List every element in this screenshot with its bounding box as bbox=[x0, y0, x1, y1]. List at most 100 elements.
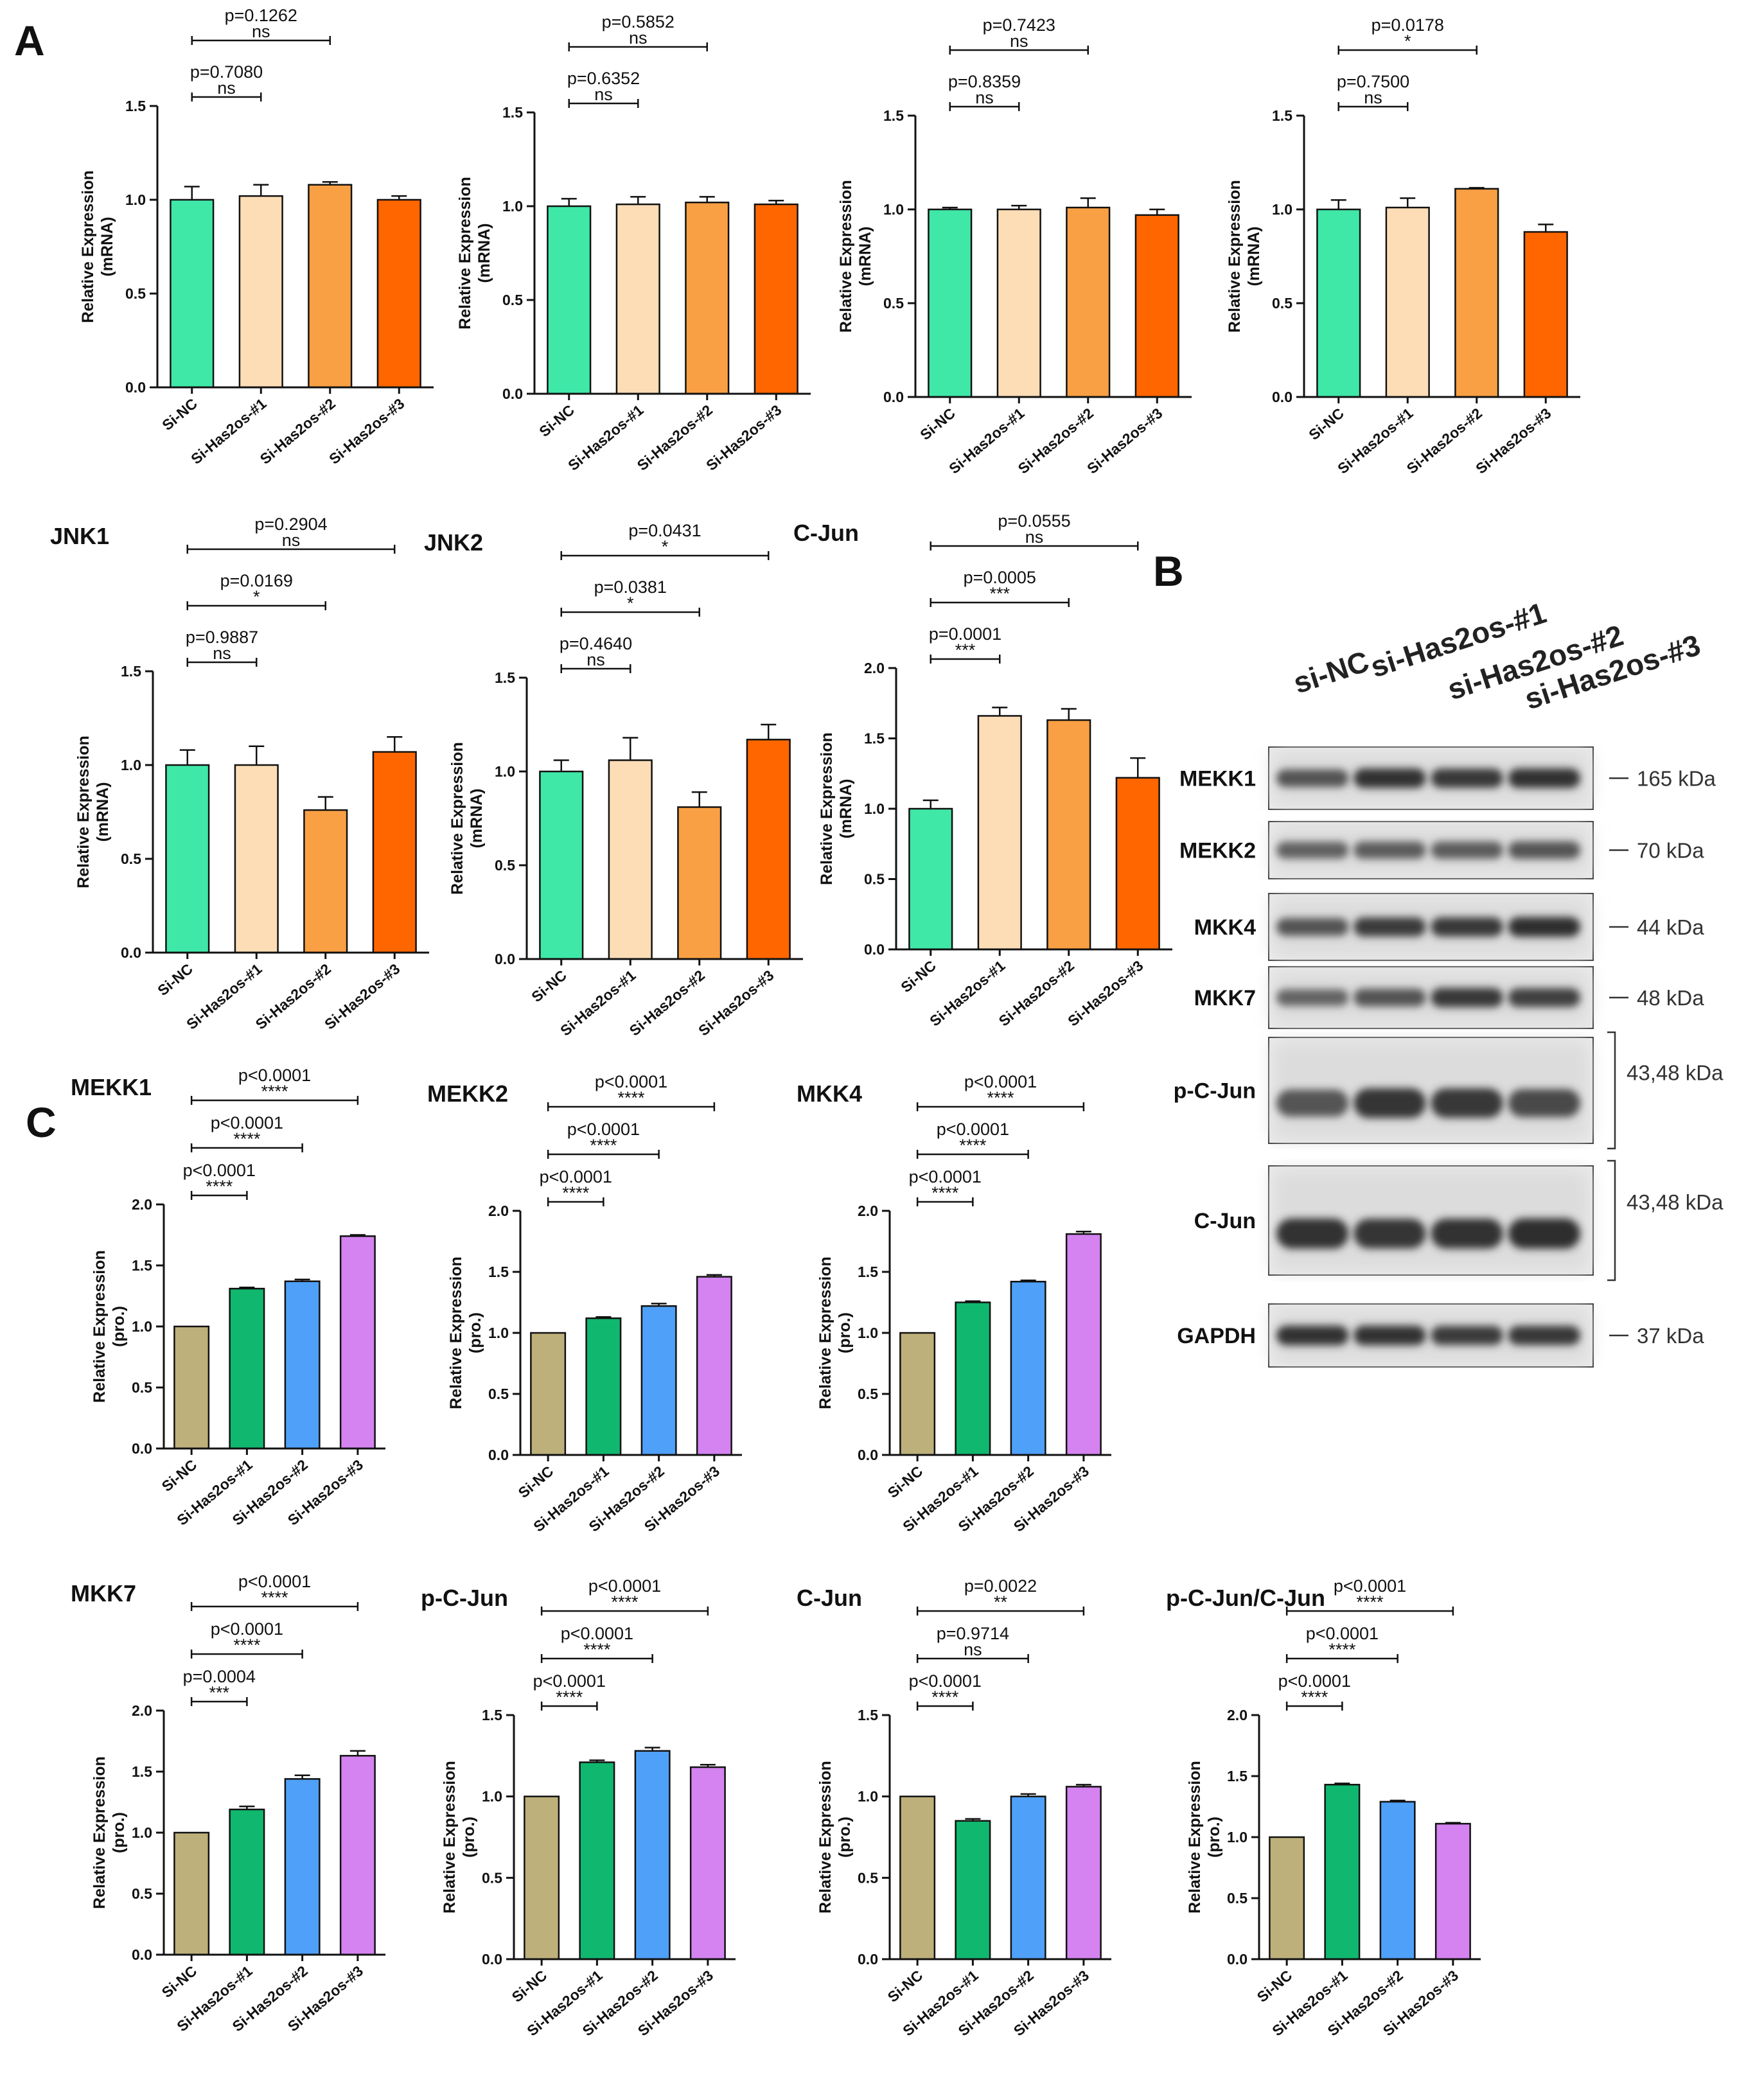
y-axis-label-line-1: Relative Expression bbox=[91, 1250, 109, 1403]
p-value: p<0.0001 bbox=[964, 1072, 1037, 1091]
chart-a-mekk1: 0.00.51.01.5Si-NCSi-Has2os-#1Si-Has2os-#… bbox=[79, 6, 434, 468]
y-tick-label: 1.5 bbox=[132, 1763, 152, 1780]
bar-4 bbox=[689, 1766, 726, 1960]
bar-4 bbox=[1065, 1786, 1102, 1960]
y-axis-label: Relative Expression(mRNA) bbox=[1226, 180, 1263, 333]
blot-band bbox=[1508, 1089, 1580, 1118]
bar-2 bbox=[996, 208, 1041, 398]
y-tick-label: 2.0 bbox=[132, 1702, 152, 1719]
x-tick-label: Si-Has2os-#1 bbox=[926, 957, 1009, 1030]
p-value: p=0.2904 bbox=[254, 515, 327, 534]
x-tick-label: Si-Has2os-#2 bbox=[252, 960, 334, 1033]
p-value: p=0.0001 bbox=[929, 624, 1001, 644]
y-axis-label-line-2: (pro.) bbox=[110, 1812, 128, 1853]
y-tick-label: 0.0 bbox=[858, 1447, 878, 1463]
p-value: p<0.0001 bbox=[567, 1120, 640, 1139]
y-tick-label: 1.5 bbox=[502, 104, 523, 121]
bar-3 bbox=[1066, 206, 1111, 398]
y-axis-label: Relative Expression(mRNA) bbox=[75, 735, 112, 888]
y-tick-label: 1.5 bbox=[495, 669, 515, 686]
bar-4 bbox=[376, 198, 421, 389]
blot-band bbox=[1431, 841, 1503, 859]
sig-label: * bbox=[253, 587, 260, 606]
bar-3 bbox=[634, 1750, 671, 1960]
y-tick-label: 0.0 bbox=[125, 379, 146, 396]
sig-label: **** bbox=[233, 1129, 261, 1149]
p-value: p=0.0169 bbox=[220, 571, 293, 590]
sig-label: ns bbox=[975, 88, 994, 107]
blot-band bbox=[1431, 988, 1503, 1007]
p-value: p=0.7080 bbox=[190, 62, 263, 82]
y-axis-label: Relative Expression(mRNA) bbox=[818, 732, 855, 885]
bar-3 bbox=[1046, 719, 1091, 951]
bar-4 bbox=[1523, 231, 1568, 398]
bar-2 bbox=[977, 715, 1022, 951]
y-tick-label: 1.5 bbox=[1227, 1768, 1248, 1784]
x-tick-label: Si-Has2os-#1 bbox=[183, 960, 265, 1033]
x-tick-label: Si-Has2os-#2 bbox=[634, 401, 716, 474]
y-tick-label: 0.5 bbox=[858, 1386, 878, 1402]
p-value: p=0.9714 bbox=[937, 1624, 1009, 1643]
y-axis-label: Relative Expression(pro.) bbox=[1186, 1761, 1223, 1914]
bar-3 bbox=[284, 1280, 321, 1450]
y-tick-label: 0.0 bbox=[482, 1951, 502, 1968]
blot-protein-label: MEKK2 bbox=[1179, 839, 1256, 863]
kda-label: 37 kDa bbox=[1637, 1324, 1704, 1348]
chart-title: MKK4 bbox=[797, 1080, 862, 1107]
y-axis-label: Relative Expression(mRNA) bbox=[456, 177, 493, 330]
y-tick-label: 0.0 bbox=[864, 941, 885, 958]
y-axis-label: Relative Expression(pro.) bbox=[91, 1756, 128, 1909]
y-tick-label: 0.5 bbox=[132, 1885, 152, 1902]
bar-1 bbox=[899, 1332, 936, 1456]
bar-4 bbox=[1115, 777, 1160, 951]
bar-2 bbox=[1324, 1784, 1361, 1960]
blot-band bbox=[1508, 841, 1580, 859]
p-value: p<0.0001 bbox=[909, 1671, 982, 1691]
sig-label: **** bbox=[617, 1088, 645, 1107]
blot-band bbox=[1508, 917, 1580, 937]
sig-label: ns bbox=[629, 28, 648, 48]
y-tick-label: 1.0 bbox=[132, 1824, 152, 1841]
p-value: p<0.0001 bbox=[561, 1624, 633, 1643]
blot-band bbox=[1431, 917, 1503, 937]
y-tick-label: 0.0 bbox=[1272, 389, 1292, 405]
bar-1 bbox=[908, 807, 953, 951]
x-tick-label: Si-Has2os-#3 bbox=[695, 967, 777, 1039]
y-axis-label-line-2: (mRNA) bbox=[856, 226, 874, 286]
bar-4 bbox=[1134, 214, 1179, 398]
p-value: p=0.8359 bbox=[948, 72, 1021, 91]
p-value: p<0.0001 bbox=[183, 1161, 256, 1180]
y-tick-label: 0.0 bbox=[495, 951, 515, 967]
p-value: p<0.0001 bbox=[937, 1120, 1009, 1139]
y-tick-label: 0.5 bbox=[502, 292, 523, 308]
x-tick-label: Si-Has2os-#3 bbox=[1472, 405, 1554, 477]
x-tick-label: Si-Has2os-#2 bbox=[257, 395, 339, 468]
sig-label: ns bbox=[964, 1640, 982, 1659]
blot-band bbox=[1431, 1219, 1503, 1249]
blot-protein-label: p-C-Jun bbox=[1174, 1079, 1256, 1104]
p-value: p<0.0001 bbox=[1334, 1576, 1406, 1596]
bar-1 bbox=[530, 1332, 567, 1456]
blot-band bbox=[1276, 841, 1349, 859]
blot-band bbox=[1431, 1088, 1503, 1118]
chart-a-mekk2: 0.00.51.01.5Si-NCSi-Has2os-#1Si-Has2os-#… bbox=[456, 12, 811, 474]
blot-row-p-c-jun: p-C-Jun 43,48 kDa bbox=[1174, 1031, 1724, 1150]
blot-row-mkk7: MKK7 48 kDa bbox=[1194, 966, 1704, 1029]
chart-title: MEKK2 bbox=[427, 1080, 508, 1107]
blot-band bbox=[1276, 918, 1349, 936]
kda-label: 70 kDa bbox=[1637, 839, 1704, 863]
bar-3 bbox=[1454, 188, 1499, 398]
sig-label: **** bbox=[261, 1588, 288, 1607]
y-axis-label-line-1: Relative Expression bbox=[79, 170, 97, 323]
sig-label: **** bbox=[590, 1136, 617, 1155]
bar-1 bbox=[165, 764, 210, 954]
chart-c-mekk1: 0.00.51.01.52.0Si-NCSi-Has2os-#1Si-Has2o… bbox=[71, 1066, 385, 1529]
p-value: p<0.0001 bbox=[211, 1619, 283, 1639]
bar-3 bbox=[685, 201, 730, 395]
y-axis-label-line-2: (mRNA) bbox=[1245, 226, 1263, 286]
y-tick-label: 1.0 bbox=[883, 201, 904, 218]
blot-protein-label: MKK7 bbox=[1194, 986, 1256, 1010]
y-tick-label: 1.5 bbox=[482, 1707, 502, 1723]
y-axis-label-line-1: Relative Expression bbox=[837, 180, 855, 333]
